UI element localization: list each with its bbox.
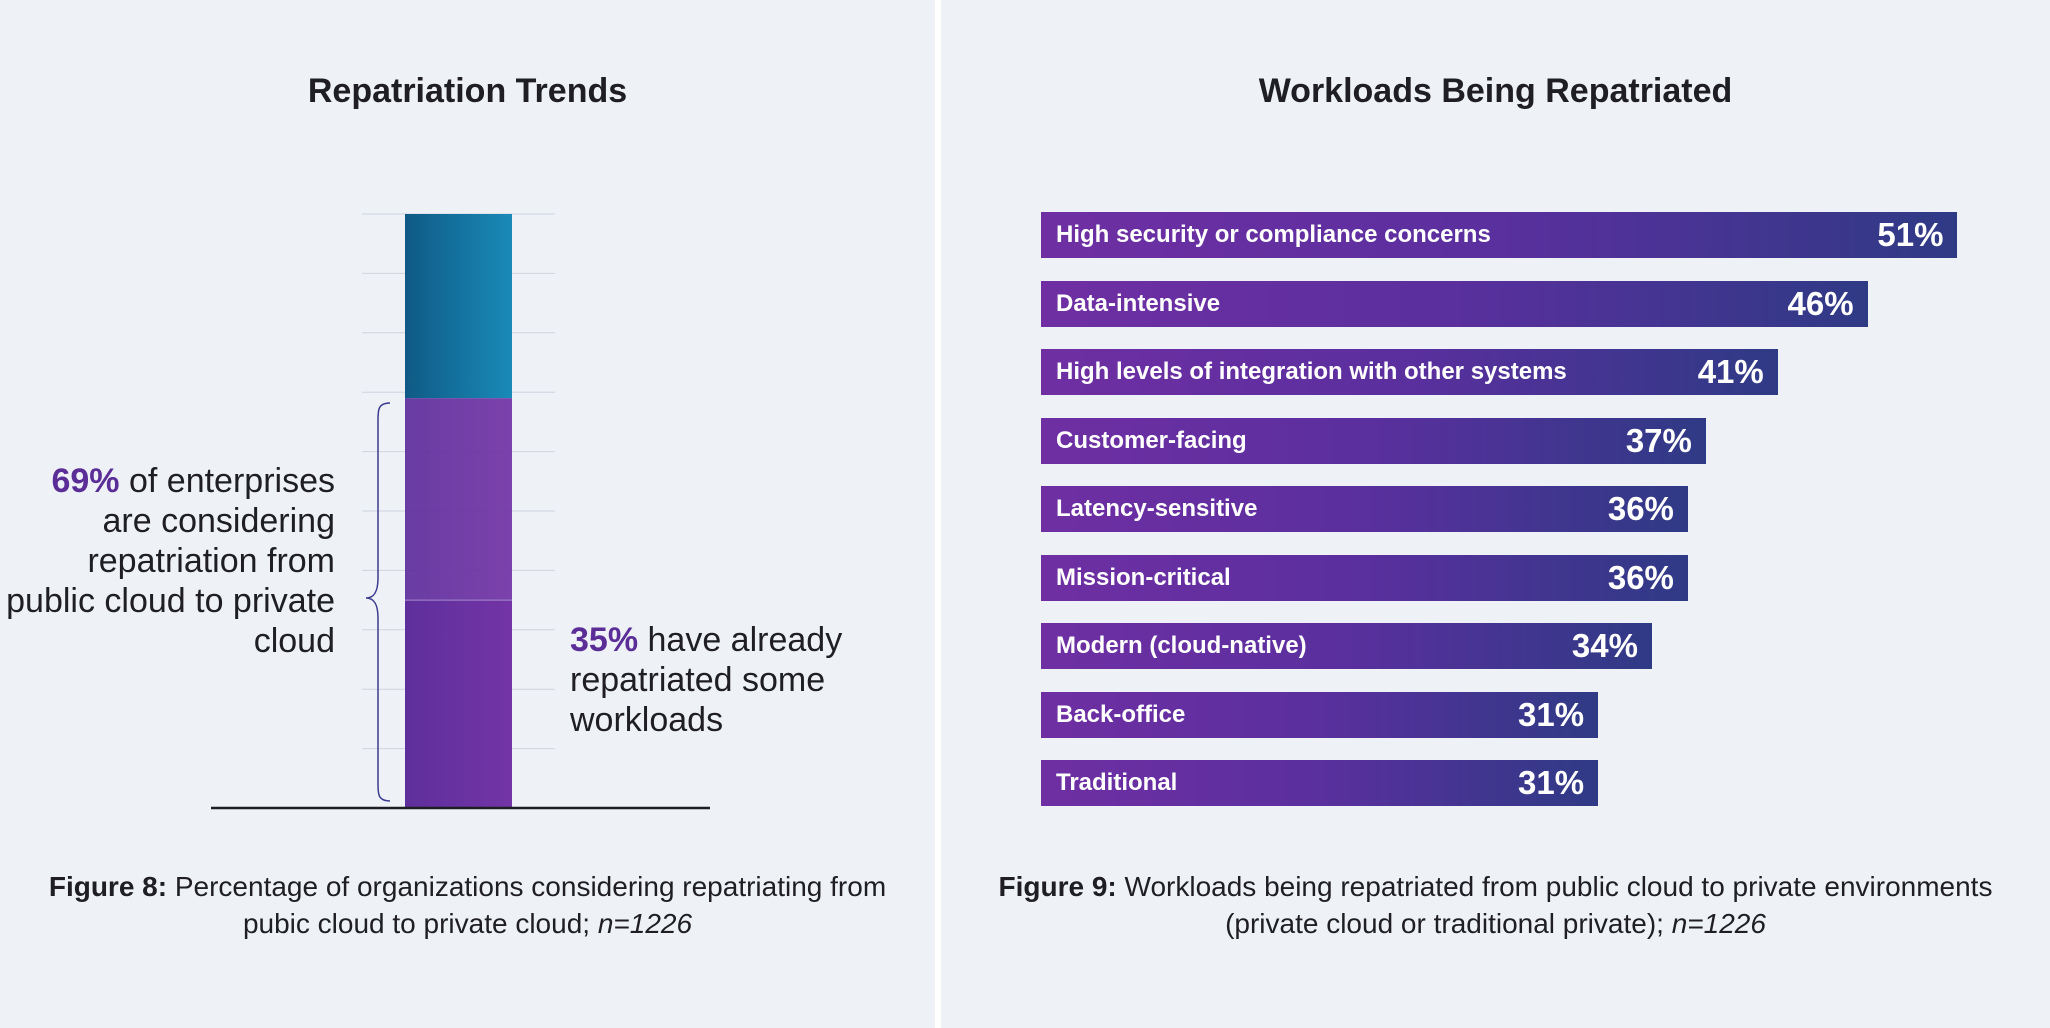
left-panel: Repatriation Trends 69% of enterprises a… bbox=[0, 0, 935, 1028]
bar-label: Data-intensive bbox=[1056, 289, 1221, 317]
bar-row: Back-office 31% bbox=[1041, 691, 1599, 738]
caption-text: Workloads being repatriated from public … bbox=[1116, 871, 1993, 939]
annotation-considering-pct: 69% bbox=[51, 462, 120, 500]
curly-brace bbox=[365, 402, 391, 802]
bar-row: Customer-facing 37% bbox=[1041, 417, 1706, 464]
bar-value-label: 36% bbox=[1607, 558, 1674, 596]
bar-value-label: 46% bbox=[1787, 284, 1854, 322]
bar-value-label: 31% bbox=[1518, 695, 1585, 733]
bar-label: Mission-critical bbox=[1056, 563, 1231, 591]
bar-row: Latency-sensitive 36% bbox=[1041, 486, 1688, 532]
left-chart-title: Repatriation Trends bbox=[307, 72, 628, 110]
caption-sample-size: n=1226 bbox=[597, 908, 693, 939]
bar-label: Latency-sensitive bbox=[1056, 495, 1258, 522]
annotation-repatriated-pct: 35% bbox=[570, 621, 639, 659]
right-panel: Workloads Being Repatriated High securit… bbox=[941, 0, 2050, 1028]
annotation-repatriated: 35% have already repatriated some worklo… bbox=[570, 620, 930, 740]
bar-label: Back-office bbox=[1056, 700, 1186, 728]
bar-label: Traditional bbox=[1056, 769, 1178, 796]
bar-value-label: 51% bbox=[1877, 216, 1944, 253]
bar-value-label: 34% bbox=[1571, 627, 1638, 664]
bar-value-label: 41% bbox=[1697, 353, 1764, 390]
stacked-bar-chart bbox=[211, 213, 710, 810]
bar-label: High levels of integration with other sy… bbox=[1056, 358, 1567, 385]
caption-figure-label: Figure 8: bbox=[48, 871, 168, 902]
annotation-repatriated-text: have already repatriated some workloads bbox=[570, 621, 843, 739]
bar-label: Customer-facing bbox=[1056, 426, 1247, 454]
caption-sample-size: n=1226 bbox=[1671, 908, 1766, 939]
right-chart-title: Workloads Being Repatriated bbox=[1258, 72, 1733, 110]
bar-row: Mission-critical 36% bbox=[1041, 554, 1688, 601]
annotation-considering-text: of enterprises are considering repatriat… bbox=[6, 462, 335, 660]
figure-9-caption: Figure 9: Workloads being repatriated fr… bbox=[961, 868, 2030, 942]
bar-row: High levels of integration with other sy… bbox=[1041, 349, 1778, 395]
bar-label: Modern (cloud-native) bbox=[1056, 632, 1307, 659]
annotation-considering: 69% of enterprises are considering repat… bbox=[5, 461, 335, 661]
bar-segment-2 bbox=[405, 398, 512, 601]
bar-segment-1 bbox=[405, 600, 512, 808]
bar-row: Traditional 31% bbox=[1041, 760, 1599, 806]
bar-row: Modern (cloud-native) 34% bbox=[1041, 623, 1652, 669]
bar-row: High security or compliance concerns 51% bbox=[1041, 212, 1958, 258]
bar-label: High security or compliance concerns bbox=[1056, 221, 1491, 248]
caption-text: Percentage of organizations considering … bbox=[167, 871, 887, 939]
caption-figure-label: Figure 9: bbox=[998, 871, 1117, 902]
bar-value-label: 36% bbox=[1607, 490, 1674, 527]
bar-value-label: 31% bbox=[1518, 764, 1585, 801]
bar-row: Data-intensive 46% bbox=[1041, 280, 1868, 327]
figure-8-caption: Figure 8: Percentage of organizations co… bbox=[40, 868, 895, 942]
bar-value-label: 37% bbox=[1625, 421, 1692, 459]
bar-segment-3 bbox=[405, 214, 512, 399]
